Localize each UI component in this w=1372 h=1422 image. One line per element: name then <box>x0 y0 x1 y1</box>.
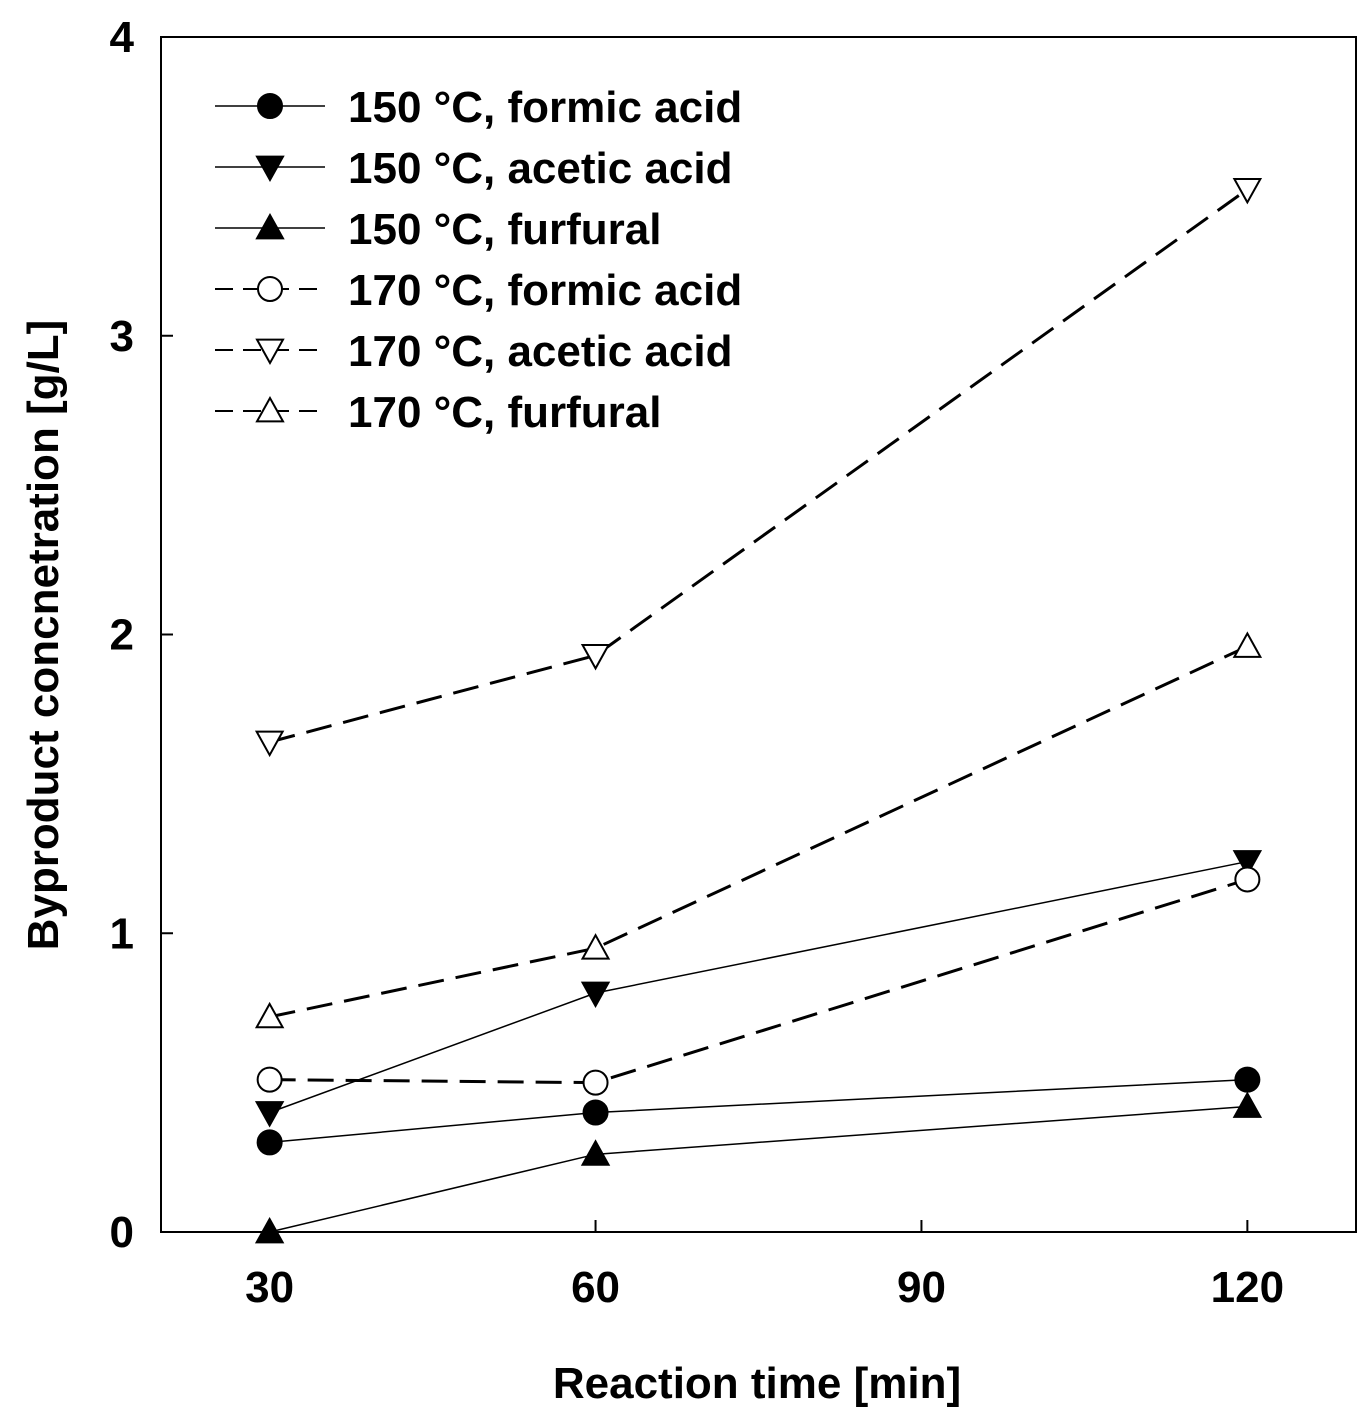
data-point <box>1232 631 1263 658</box>
data-point <box>582 1069 609 1096</box>
legend-item: 150 °C, furfural <box>215 205 661 254</box>
legend-marker <box>255 212 285 240</box>
legend-marker <box>255 395 285 423</box>
legend-label: 170 °C, furfural <box>348 388 661 437</box>
legend-marker <box>255 155 285 183</box>
y-tick-label: 1 <box>110 909 134 958</box>
series-line <box>269 878 1248 1085</box>
plot-frame <box>160 36 1357 1233</box>
y-axis-title: Byproduct concnetration [g/L] <box>19 320 68 951</box>
series-line <box>269 645 1248 1019</box>
legend: 150 °C, formic acid 150 °C, acetic acid 15… <box>215 83 742 437</box>
data-point <box>254 1216 285 1244</box>
series-6 <box>254 631 1263 1029</box>
legend-label: 170 °C, acetic acid <box>348 327 732 376</box>
legend-item: 170 °C, furfural <box>215 388 661 437</box>
data-point <box>1232 850 1263 877</box>
y-tick-label: 3 <box>110 312 134 361</box>
legend-marker <box>255 338 285 366</box>
series-line <box>269 860 1248 1114</box>
y-tick-label: 0 <box>110 1208 134 1257</box>
series-2 <box>254 850 1263 1128</box>
legend-marker <box>257 276 283 302</box>
x-tick-label: 90 <box>897 1263 946 1312</box>
x-tick-label: 60 <box>571 1263 620 1312</box>
x-tick-label: 120 <box>1211 1263 1284 1312</box>
legend-label: 150 °C, formic acid <box>348 83 742 132</box>
plot-border <box>160 36 1357 1233</box>
data-point <box>582 1099 609 1126</box>
legend-label: 150 °C, acetic acid <box>348 144 732 193</box>
series-3 <box>254 1091 1263 1244</box>
data-point <box>256 1129 283 1156</box>
legend-item: 170 °C, formic acid <box>215 266 742 315</box>
y-tick-label: 2 <box>110 611 134 660</box>
data-point <box>580 644 611 671</box>
series-4 <box>256 866 1261 1096</box>
data-point <box>254 1101 285 1128</box>
data-point <box>1232 1091 1263 1118</box>
data-point <box>1234 1066 1261 1093</box>
data-point <box>580 933 611 960</box>
legend-item: 150 °C, formic acid <box>215 83 742 132</box>
series-line <box>269 1078 1248 1144</box>
y-tick-label: 4 <box>110 13 135 62</box>
series-1 <box>256 1066 1261 1156</box>
y-axis: 0 1 2 3 4 <box>110 13 173 1257</box>
data-point <box>256 1066 283 1093</box>
series-layer <box>254 177 1263 1244</box>
legend-label: 150 °C, furfural <box>348 205 661 254</box>
x-axis-title: Reaction time [min] <box>553 1359 961 1408</box>
legend-label: 170 °C, formic acid <box>348 266 742 315</box>
legend-marker <box>257 93 283 119</box>
series-5 <box>254 177 1263 758</box>
data-point <box>1232 177 1263 205</box>
data-point <box>580 1139 611 1166</box>
legend-item: 170 °C, acetic acid <box>215 327 732 376</box>
x-axis: 30 60 90 120 <box>245 1220 1284 1312</box>
x-tick-label: 30 <box>245 1263 294 1312</box>
series-line <box>269 1105 1248 1233</box>
data-point <box>254 1001 285 1029</box>
data-point <box>580 981 611 1009</box>
data-point <box>254 730 285 758</box>
legend-item: 150 °C, acetic acid <box>215 144 732 193</box>
data-point <box>1234 866 1261 893</box>
